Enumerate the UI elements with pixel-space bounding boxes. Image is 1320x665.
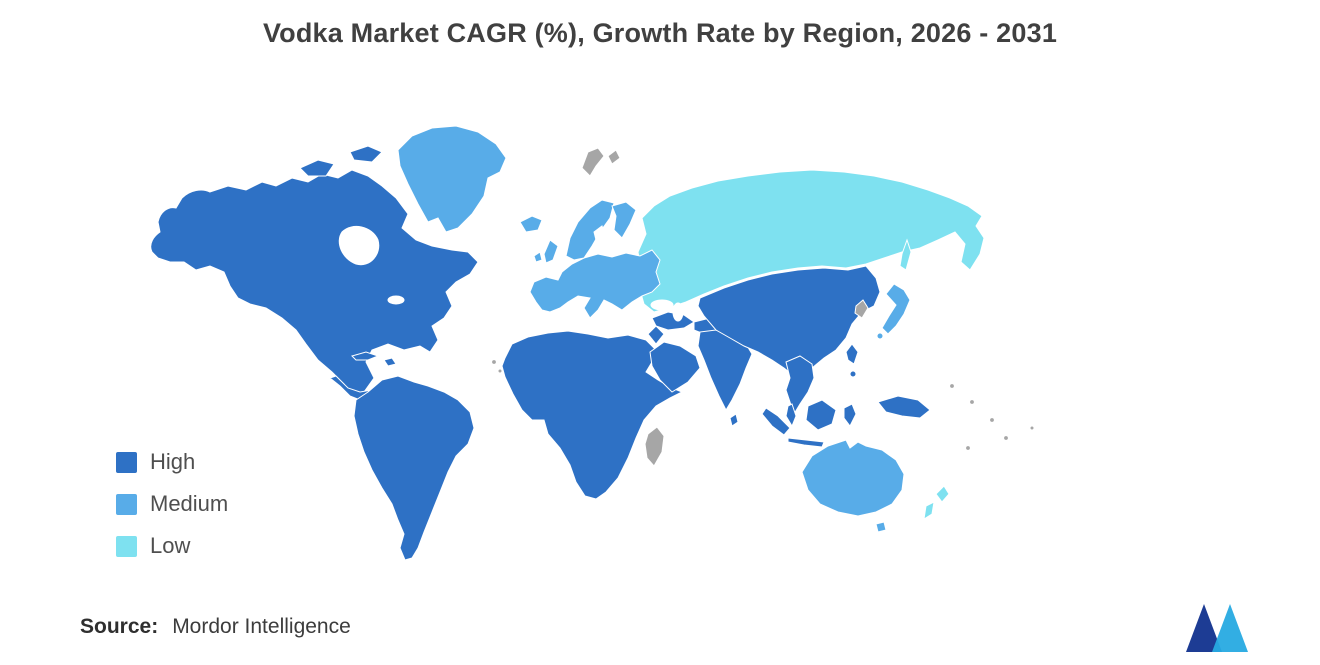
region-new-guinea bbox=[877, 395, 931, 419]
baltic-sea bbox=[593, 225, 607, 250]
source-value: Mordor Intelligence bbox=[172, 615, 351, 638]
chart-title: Vodka Market CAGR (%), Growth Rate by Re… bbox=[262, 18, 1058, 48]
region-pacific-islet-3 bbox=[989, 417, 995, 423]
region-sri-lanka bbox=[729, 413, 739, 427]
region-iceland bbox=[519, 215, 543, 233]
region-korea bbox=[854, 299, 869, 319]
region-greenland bbox=[397, 125, 507, 233]
region-pacific-islet-5 bbox=[965, 445, 971, 451]
source-label: Source: bbox=[80, 615, 159, 638]
region-scandinavia bbox=[565, 199, 615, 261]
region-new-zealand-north bbox=[935, 485, 950, 503]
region-pacific-islet-6 bbox=[1029, 425, 1035, 431]
region-java bbox=[787, 437, 825, 448]
region-arctic-island-1 bbox=[299, 159, 335, 177]
region-sulawesi bbox=[843, 403, 857, 427]
region-indochina bbox=[785, 355, 815, 416]
great-lakes bbox=[387, 295, 405, 305]
region-australia bbox=[801, 439, 905, 517]
region-sumatra bbox=[761, 407, 791, 436]
region-hispaniola bbox=[383, 357, 397, 367]
region-africa bbox=[501, 330, 684, 500]
region-finland bbox=[611, 201, 637, 239]
legend-swatch-medium bbox=[116, 493, 137, 515]
region-russia-cis bbox=[635, 169, 985, 313]
hudson-bay bbox=[338, 225, 380, 266]
region-svalbard bbox=[581, 147, 605, 177]
region-south-america bbox=[353, 375, 475, 561]
region-new-zealand-south bbox=[923, 501, 935, 521]
region-philippines-south bbox=[849, 370, 857, 378]
region-levant bbox=[647, 325, 665, 345]
region-sakhalin bbox=[899, 238, 912, 271]
legend-label-low: Low bbox=[150, 533, 191, 558]
region-arctic-island-2 bbox=[349, 145, 383, 163]
region-europe-mainland bbox=[529, 249, 661, 319]
legend-swatch-low bbox=[116, 535, 137, 557]
region-pacific-islet-1 bbox=[949, 383, 955, 389]
region-uk bbox=[543, 239, 559, 264]
source-line: Source: Mordor Intelligence bbox=[80, 615, 351, 639]
legend-item-medium: Medium bbox=[116, 491, 228, 517]
legend-item-low: Low bbox=[116, 533, 228, 559]
region-borneo bbox=[805, 399, 837, 431]
region-ireland bbox=[533, 251, 543, 263]
region-philippines bbox=[845, 343, 859, 365]
region-arabia bbox=[649, 341, 701, 393]
region-japan-kyushu bbox=[876, 332, 884, 340]
legend-swatch-high bbox=[116, 451, 137, 473]
legend-item-high: High bbox=[116, 449, 228, 475]
region-japan bbox=[881, 283, 911, 335]
legend-label-high: High bbox=[150, 449, 196, 474]
legend: High Medium Low bbox=[116, 449, 228, 575]
region-cuba bbox=[351, 351, 380, 361]
logo-light-peak bbox=[1212, 604, 1248, 652]
legend-label-medium: Medium bbox=[150, 491, 229, 516]
region-pacific-islet-2 bbox=[969, 399, 975, 405]
region-china-east-asia bbox=[697, 265, 881, 381]
region-svalbard-east bbox=[607, 149, 621, 165]
region-cape-verde bbox=[491, 359, 497, 365]
region-north-america bbox=[150, 169, 479, 397]
region-malay-peninsula bbox=[785, 403, 797, 428]
mordor-intelligence-logo bbox=[1186, 604, 1248, 652]
caspian-sea bbox=[672, 302, 684, 322]
region-pacific-islet-4 bbox=[1003, 435, 1009, 441]
region-tasmania bbox=[875, 521, 887, 533]
black-sea bbox=[650, 299, 674, 311]
logo-dark-peak bbox=[1186, 604, 1222, 652]
region-turkey bbox=[651, 311, 695, 331]
region-madagascar bbox=[644, 426, 665, 467]
region-atlantic-islet bbox=[497, 368, 503, 374]
